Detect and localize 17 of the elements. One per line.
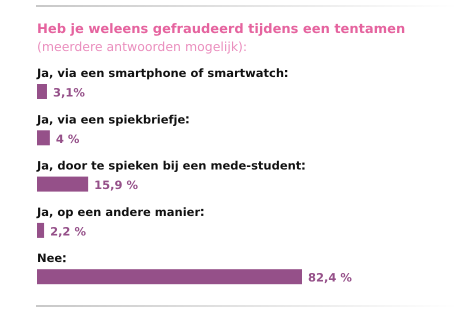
- chart-subtitle: (meerdere antwoorden mogelijk):: [37, 39, 248, 54]
- bar: [37, 84, 47, 99]
- data-label: 82,4 %: [308, 270, 352, 285]
- y-tick-label: Ja, via een smartphone of smartwatch: [36, 66, 284, 80]
- bar: [37, 176, 88, 192]
- bar: [37, 130, 50, 146]
- chart-title: Heb je weleens gefraudeerd tijdens een tentamen: [37, 22, 406, 37]
- data-label: 3,1%: [52, 86, 86, 100]
- y-tick-label: Nee: [37, 251, 62, 266]
- bar: [37, 269, 302, 284]
- data-label: 2,2 %: [50, 224, 86, 238]
- data-label: 4 %: [56, 132, 80, 146]
- data-label: 15,9 %: [94, 178, 139, 192]
- y-tick-label: Ja, via een spiekbriefje: [36, 112, 186, 126]
- y-tick-label: Ja, door te spieken bij een mede-student: [36, 158, 302, 173]
- bar: [37, 222, 44, 238]
- y-tick-label: Ja, op een andere manier: [36, 204, 200, 219]
